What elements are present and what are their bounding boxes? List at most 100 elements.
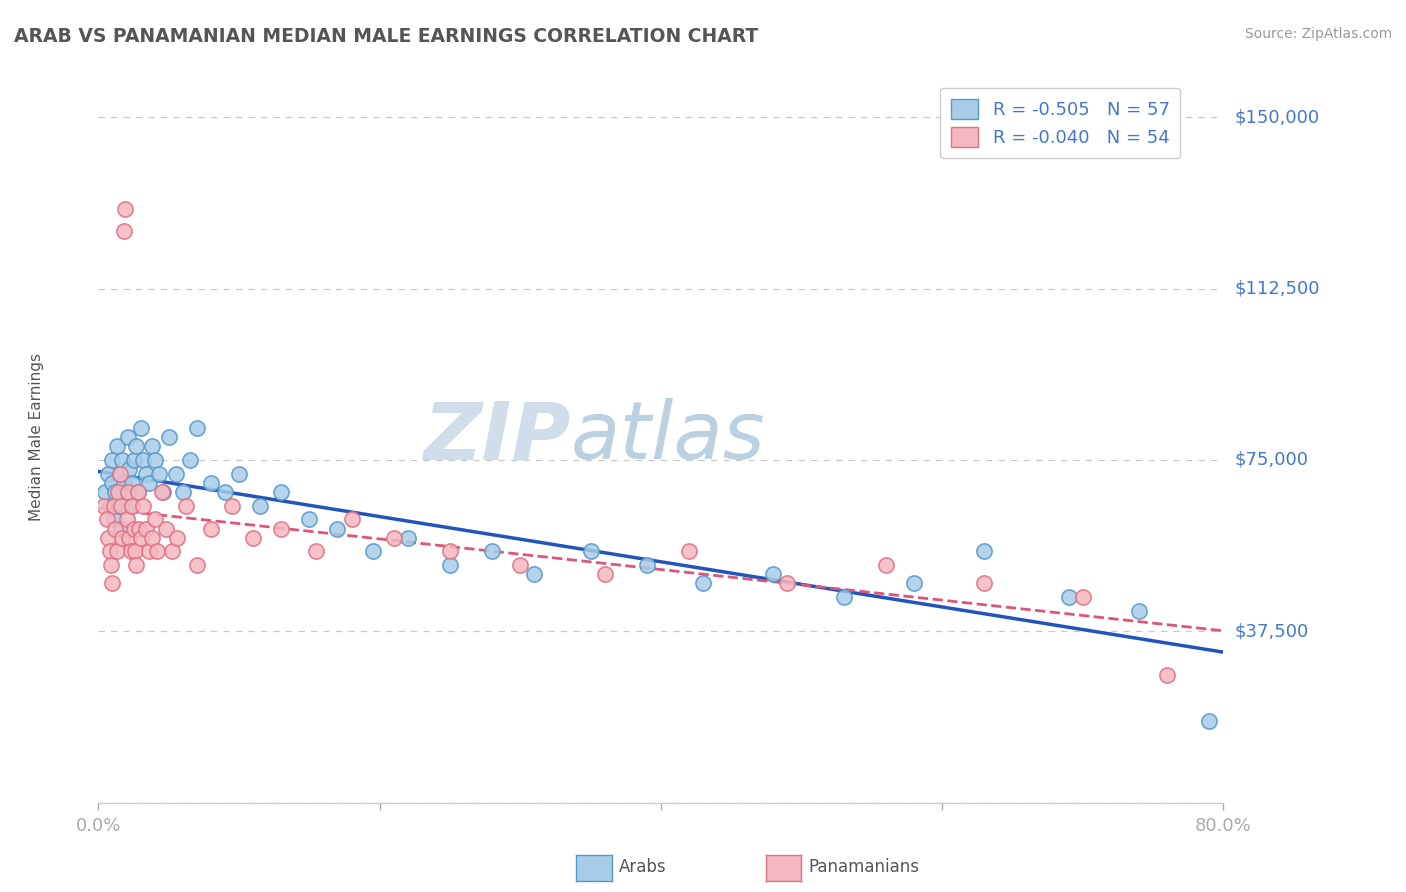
Point <box>114 499 136 513</box>
Point <box>832 590 855 604</box>
Point <box>141 439 163 453</box>
Point <box>97 531 120 545</box>
Point <box>128 521 150 535</box>
Point <box>110 499 132 513</box>
Point <box>135 467 157 481</box>
Point <box>1128 604 1150 618</box>
Point <box>143 512 166 526</box>
Point <box>186 558 208 573</box>
Point <box>903 576 925 591</box>
Text: Arabs: Arabs <box>619 858 666 876</box>
Point <box>160 544 183 558</box>
Point <box>157 430 180 444</box>
Point <box>146 544 169 558</box>
Point <box>1156 667 1178 681</box>
Point <box>221 499 243 513</box>
Point <box>179 453 201 467</box>
Point <box>108 467 131 481</box>
Point <box>692 576 714 591</box>
Point <box>94 485 117 500</box>
Point <box>249 499 271 513</box>
Text: $37,500: $37,500 <box>1234 623 1309 640</box>
Point <box>100 558 122 573</box>
Point <box>382 531 405 545</box>
Point <box>973 544 995 558</box>
Point <box>97 467 120 481</box>
Point <box>101 475 124 490</box>
Point <box>636 558 658 573</box>
Point <box>114 202 136 216</box>
Point <box>98 544 121 558</box>
Point <box>509 558 531 573</box>
Text: atlas: atlas <box>571 398 766 476</box>
Point <box>155 521 177 535</box>
Point <box>105 439 128 453</box>
Point <box>127 485 149 500</box>
Point <box>132 499 155 513</box>
Point <box>579 544 602 558</box>
Point <box>93 499 115 513</box>
Point <box>305 544 328 558</box>
Point <box>481 544 503 558</box>
Point <box>112 475 135 490</box>
Point <box>298 512 321 526</box>
Point <box>96 512 118 526</box>
Point <box>1198 714 1220 728</box>
Point <box>270 521 292 535</box>
Point <box>111 531 134 545</box>
Text: ZIP: ZIP <box>423 398 571 476</box>
Point <box>166 531 188 545</box>
Point <box>593 567 616 582</box>
Point <box>973 576 995 591</box>
Point <box>104 485 127 500</box>
Point <box>103 499 125 513</box>
Point <box>120 499 142 513</box>
Point <box>1057 590 1080 604</box>
Point <box>200 521 222 535</box>
Point <box>125 558 148 573</box>
Point <box>148 467 170 481</box>
Point <box>111 453 134 467</box>
Point <box>122 453 145 467</box>
Point <box>107 499 129 513</box>
Point <box>174 499 197 513</box>
Point <box>135 521 157 535</box>
Point <box>340 512 363 526</box>
Point <box>125 439 148 453</box>
Point <box>141 531 163 545</box>
Point <box>118 531 141 545</box>
Text: ARAB VS PANAMANIAN MEDIAN MALE EARNINGS CORRELATION CHART: ARAB VS PANAMANIAN MEDIAN MALE EARNINGS … <box>14 27 758 45</box>
Point <box>678 544 700 558</box>
Point <box>110 521 132 535</box>
Point <box>138 544 160 558</box>
Point <box>127 485 149 500</box>
Point <box>214 485 236 500</box>
Text: $75,000: $75,000 <box>1234 451 1309 469</box>
Point <box>105 544 128 558</box>
Point <box>115 512 138 526</box>
Point <box>875 558 897 573</box>
Point <box>122 521 145 535</box>
Point <box>108 467 131 481</box>
Point <box>121 475 143 490</box>
Text: Panamanians: Panamanians <box>808 858 920 876</box>
Point <box>776 576 799 591</box>
Point <box>132 453 155 467</box>
Point <box>115 485 138 500</box>
Point <box>186 421 208 435</box>
Point <box>121 499 143 513</box>
Point <box>228 467 250 481</box>
Point <box>129 531 152 545</box>
Point <box>112 224 135 238</box>
Point <box>439 558 461 573</box>
Text: $150,000: $150,000 <box>1234 108 1319 126</box>
Point <box>129 421 152 435</box>
Point <box>138 475 160 490</box>
Point <box>118 462 141 476</box>
Point <box>152 485 174 500</box>
Point <box>101 576 124 591</box>
Point <box>143 453 166 467</box>
Point <box>103 512 125 526</box>
Point <box>439 544 461 558</box>
Point <box>124 544 146 558</box>
